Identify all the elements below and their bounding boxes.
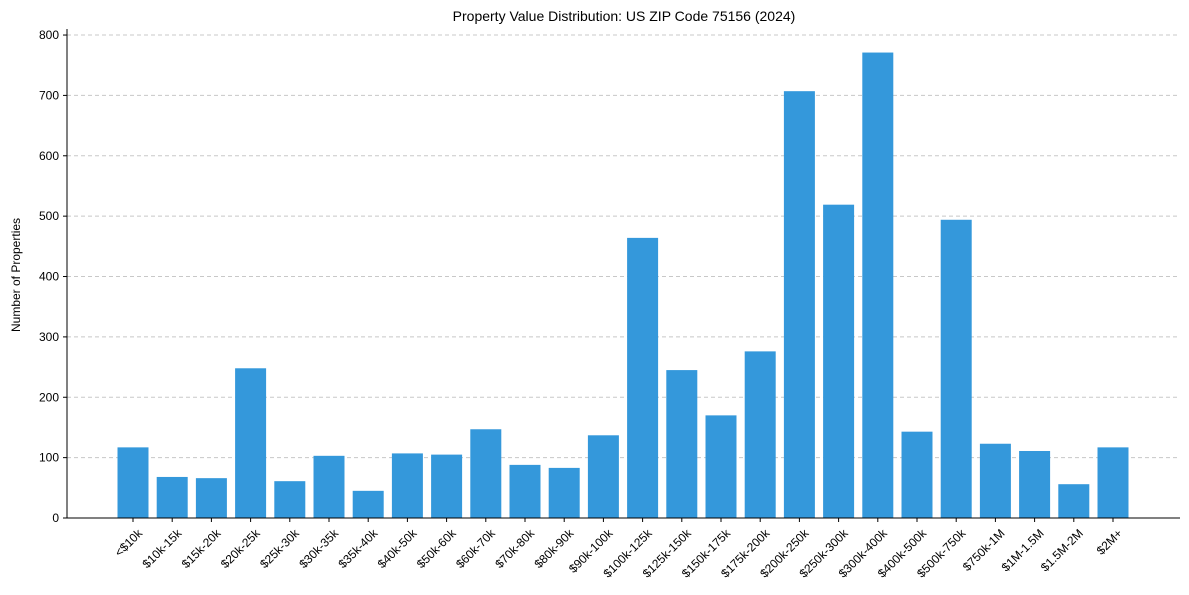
y-tick-label: 500	[39, 209, 59, 223]
y-tick-label: 800	[39, 28, 59, 42]
bar	[156, 476, 188, 518]
x-tick-label: $30k-35k	[296, 526, 342, 572]
chart-title: Property Value Distribution: US ZIP Code…	[453, 8, 796, 24]
bar	[1058, 484, 1090, 518]
y-axis-label: Number of Properties	[9, 218, 23, 332]
x-tick-label: $40k-50k	[375, 526, 421, 572]
bar	[666, 370, 698, 518]
bar	[391, 453, 423, 518]
bar	[1097, 447, 1129, 518]
bars	[117, 52, 1129, 519]
x-tick-label: $60k-70k	[453, 526, 499, 572]
x-tick-label: $10k-15k	[140, 526, 186, 572]
bar	[235, 368, 267, 518]
x-tick-label: $1.5M-2M	[1038, 526, 1086, 574]
x-tick-label: $35k-40k	[336, 526, 382, 572]
y-tick-label: 0	[52, 511, 59, 525]
x-tick-label: $20k-25k	[218, 526, 264, 572]
bar	[744, 351, 776, 518]
y-tick-label: 100	[39, 451, 59, 465]
gridlines	[67, 34, 1180, 459]
bar	[783, 91, 815, 518]
y-tick-label: 600	[39, 149, 59, 163]
y-tick-label: 400	[39, 270, 59, 284]
x-tick-label: $50k-60k	[414, 526, 460, 572]
y-tick-label: 700	[39, 88, 59, 102]
bar	[979, 443, 1011, 518]
bar	[862, 52, 894, 519]
y-tick-label: 200	[39, 390, 59, 404]
bar	[117, 447, 149, 518]
bar	[431, 454, 463, 518]
x-tick-label: $15k-20k	[179, 526, 225, 572]
bar	[352, 490, 384, 518]
x-tick-label: $2M+	[1094, 526, 1125, 557]
y-tick-label: 300	[39, 330, 59, 344]
bar	[548, 467, 580, 518]
bar	[901, 431, 933, 518]
bar	[705, 415, 737, 518]
bar	[587, 435, 619, 518]
bar	[195, 478, 227, 518]
y-tick-labels: 0 100 200 300 400 500 600 700 800	[39, 28, 59, 525]
axes	[63, 29, 1180, 522]
x-tick-label: <$10k	[112, 526, 146, 560]
bar	[627, 237, 659, 519]
x-tick-labels: <$10k$10k-15k$15k-20k$20k-25k$25k-30k$30…	[112, 526, 1125, 581]
bar	[940, 219, 972, 518]
bar	[1019, 450, 1051, 518]
bar	[470, 429, 502, 518]
bar	[509, 464, 541, 518]
x-tick-label: $70k-80k	[492, 526, 538, 572]
bar	[313, 455, 345, 518]
bar	[274, 481, 306, 518]
x-tick-label: $25k-30k	[257, 526, 303, 572]
bar	[823, 204, 855, 518]
